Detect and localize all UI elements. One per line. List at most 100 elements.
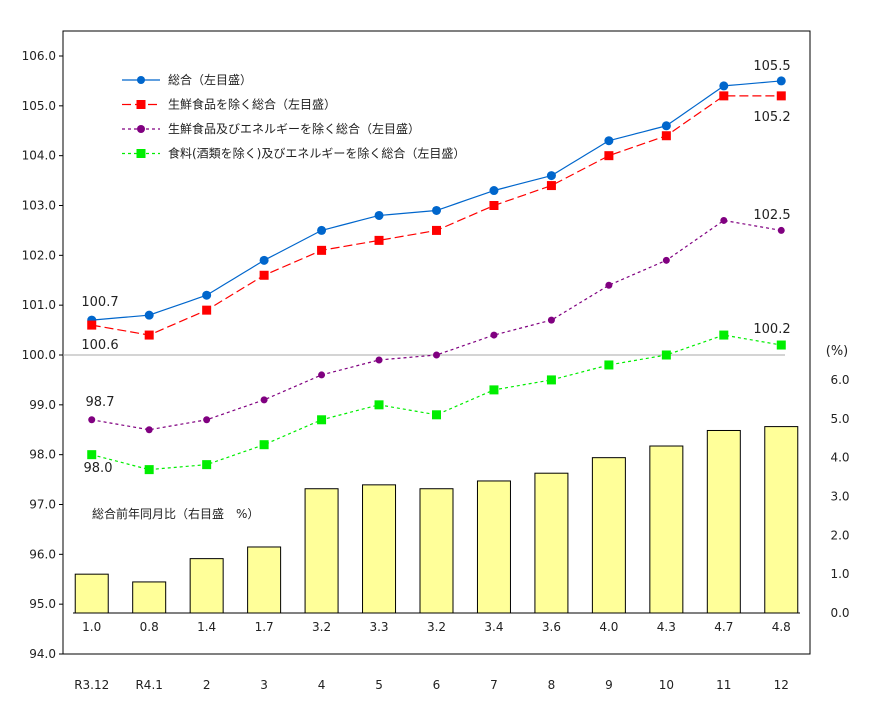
legend-marker (137, 125, 145, 133)
bar-label: 3.2 (427, 620, 446, 634)
bar-label: 3.4 (484, 620, 503, 634)
series-point (317, 415, 327, 425)
series-point (776, 76, 786, 86)
left-tick-label: 99.0 (29, 398, 56, 412)
plot-area (62, 30, 811, 655)
series-point (144, 330, 154, 340)
left-tick-label: 106.0 (22, 49, 56, 63)
bar (247, 546, 282, 614)
bar-label: 4.0 (599, 620, 618, 634)
legend-label: 生鮮食品及びエネルギーを除く総合（左目盛） (168, 121, 420, 136)
series-point (546, 375, 556, 385)
bar (362, 484, 397, 614)
series-point (604, 360, 614, 370)
bar-label: 1.7 (255, 620, 274, 634)
left-tick-label: 103.0 (22, 199, 56, 213)
series-point (260, 396, 268, 404)
series-point (433, 351, 440, 359)
right-tick-label: 1.0 (830, 567, 849, 581)
series-point (317, 245, 327, 255)
bar-label: 1.4 (197, 620, 216, 634)
series-point (87, 320, 97, 330)
series-point (202, 460, 212, 470)
bar (706, 429, 741, 614)
bar (74, 573, 109, 614)
series-point (374, 210, 384, 220)
series-point (662, 256, 670, 264)
series-point (259, 440, 269, 450)
left-tick-label: 100.0 (22, 348, 56, 362)
left-tick-label: 97.0 (29, 498, 56, 512)
left-tick-label: 102.0 (22, 248, 56, 262)
series-point (432, 205, 441, 215)
data-annotation: 105.5 (753, 59, 790, 74)
series-line (91, 219, 782, 431)
legend-marker (137, 76, 145, 84)
data-annotation: 100.6 (81, 338, 118, 353)
series-point (432, 410, 441, 420)
data-annotation: 102.5 (753, 208, 790, 223)
series-point (661, 131, 671, 141)
series-point (318, 371, 326, 379)
series-point (776, 91, 786, 101)
series-point (777, 226, 785, 234)
x-tick-label: 2 (203, 678, 211, 692)
left-tick-label: 105.0 (22, 99, 56, 113)
series-point (259, 255, 269, 265)
bar-label: 3.3 (369, 620, 388, 634)
bar (649, 445, 684, 614)
data-annotation: 100.2 (753, 322, 790, 337)
x-tick-label: 6 (433, 678, 441, 692)
x-tick-label: R3.12 (74, 678, 109, 692)
right-tick-label: 0.0 (830, 606, 849, 620)
bar-label: 3.2 (312, 620, 331, 634)
bar (591, 457, 626, 614)
left-tick-label: 96.0 (29, 547, 56, 561)
left-tick-label: 94.0 (29, 647, 56, 661)
legend-marker (136, 100, 146, 109)
series-point (719, 330, 729, 340)
bar (534, 472, 569, 614)
series-point (432, 225, 441, 235)
x-tick-label: 3 (260, 678, 268, 692)
x-tick-label: 7 (490, 678, 498, 692)
series-point (375, 356, 383, 364)
series-point (374, 235, 384, 245)
series-point (489, 186, 499, 196)
bar (304, 488, 339, 614)
right-tick-label: 3.0 (830, 490, 849, 504)
right-axis-label: (%) (826, 344, 849, 359)
x-tick-label: R4.1 (135, 678, 162, 692)
legend-marker (136, 149, 146, 158)
bar (419, 488, 454, 614)
series-point (87, 450, 97, 460)
series-point (202, 305, 212, 315)
x-tick-label: 10 (659, 678, 674, 692)
right-tick-label: 4.0 (830, 451, 849, 465)
series-point (720, 216, 728, 224)
left-tick-label: 95.0 (29, 597, 56, 611)
series-point (605, 281, 613, 289)
left-tick-label: 104.0 (22, 149, 56, 163)
series-point (145, 426, 153, 434)
series-point (144, 310, 154, 320)
right-tick-label: 5.0 (830, 412, 849, 426)
series-point (489, 201, 499, 210)
bar-label: 3.6 (542, 620, 561, 634)
bar-label: 1.0 (82, 620, 101, 634)
x-tick-label: 11 (716, 678, 731, 692)
bar-label: 4.3 (657, 620, 676, 634)
bar (476, 480, 511, 614)
right-tick-label: 6.0 (830, 373, 849, 387)
left-tick-label: 98.0 (29, 448, 56, 462)
series-point (202, 290, 212, 300)
left-tick-label: 101.0 (22, 298, 56, 312)
series-point (604, 136, 614, 146)
series-point (719, 91, 729, 101)
data-annotation: 98.7 (86, 395, 115, 410)
series-point (203, 416, 211, 424)
legend-label: 食料(酒類を除く)及びエネルギーを除く総合（左目盛） (168, 146, 465, 161)
series-point (374, 400, 384, 410)
